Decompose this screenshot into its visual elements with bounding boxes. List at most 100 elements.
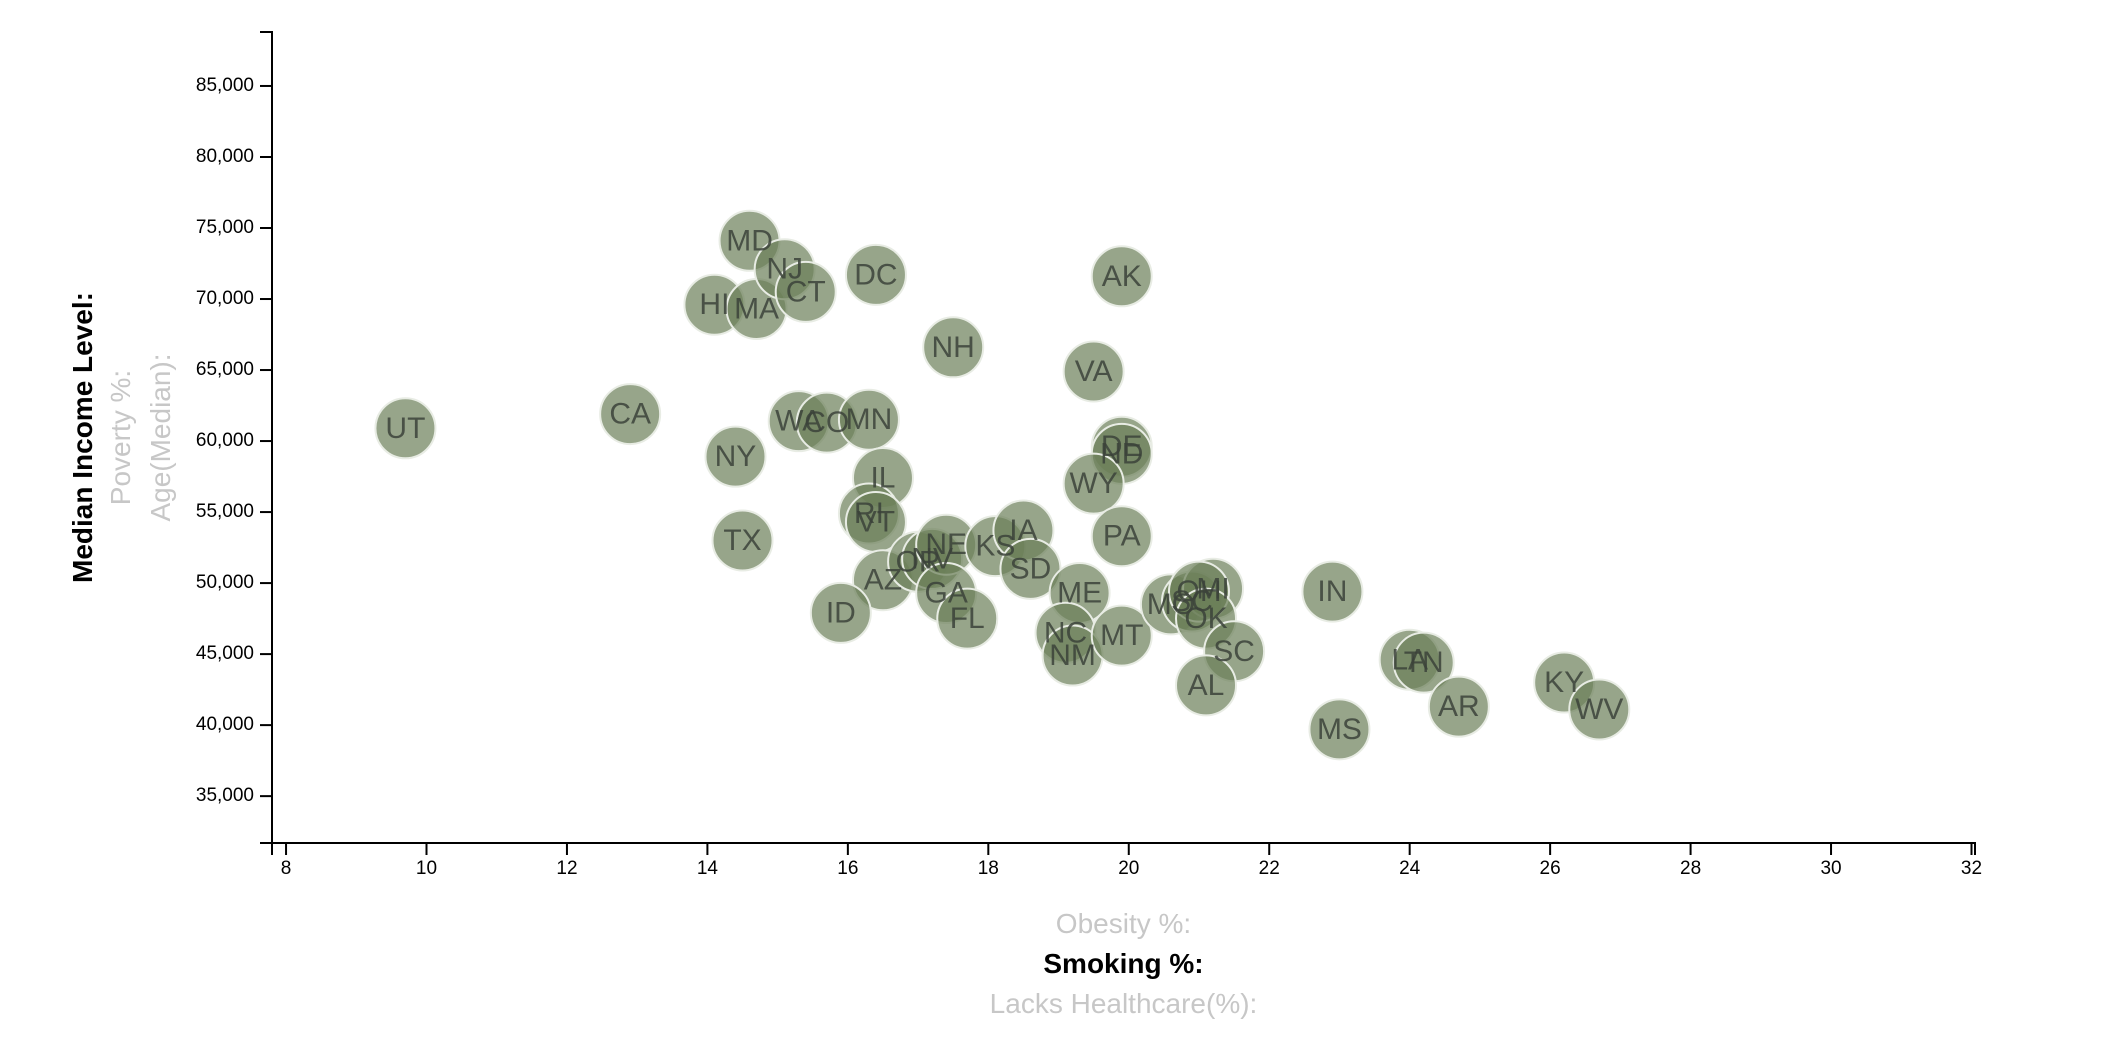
data-point-wy[interactable] [1062, 452, 1125, 515]
point-label-la: LA [1391, 643, 1428, 676]
point-label-id: ID [826, 596, 856, 629]
x-axis-titles: Obesity %: Smoking %: Lacks Healthcare(%): [990, 908, 1258, 1019]
y-tick-label: 60,000 [196, 430, 254, 451]
x-axis-line [271, 842, 1976, 855]
y-tick-label: 70,000 [196, 288, 254, 309]
point-label-va: VA [1075, 355, 1113, 388]
point-label-ny: NY [715, 440, 757, 473]
x-tick-label: 16 [837, 858, 858, 879]
y-tick-label: 35,000 [196, 785, 254, 806]
point-label-az: AZ [864, 564, 902, 597]
data-point-ak[interactable] [1090, 245, 1153, 308]
point-label-wv: WV [1575, 693, 1623, 726]
x-tick-label: 10 [416, 858, 437, 879]
point-label-oh: OH [1176, 575, 1221, 608]
y-axis-titles: Median Income Level: Poverty %: Age(Median… [67, 292, 176, 583]
point-label-ak: AK [1102, 260, 1142, 293]
point-label-ar: AR [1438, 690, 1480, 723]
point-label-hi: HI [699, 288, 729, 321]
y-tick-label: 40,000 [196, 714, 254, 735]
data-point-dc[interactable] [844, 243, 907, 306]
x-tick-label: 28 [1680, 858, 1701, 879]
point-label-sc: SC [1213, 635, 1255, 668]
point-label-pa: PA [1103, 520, 1141, 553]
y-tick-label: 55,000 [196, 501, 254, 522]
data-point-al[interactable] [1175, 654, 1238, 717]
x-axis-title-0[interactable]: Obesity %: [1056, 908, 1191, 939]
point-label-ri: RI [854, 497, 884, 530]
x-tick-label: 20 [1118, 858, 1139, 879]
y-tick-label: 75,000 [196, 217, 254, 238]
point-label-tn: TN [1404, 646, 1444, 679]
point-label-ia: IA [1009, 514, 1037, 547]
y-axis-title-2[interactable]: Age(Median): [145, 353, 176, 521]
point-label-or: OR [896, 545, 941, 578]
data-point-id[interactable] [809, 581, 872, 644]
data-point-mt[interactable] [1090, 604, 1153, 667]
x-tick-label: 24 [1399, 858, 1421, 879]
point-label-ms: MS [1317, 713, 1362, 746]
data-point-ut[interactable] [374, 397, 437, 460]
y-tick-label: 65,000 [196, 359, 254, 380]
data-point-nh[interactable] [922, 316, 985, 379]
x-tick-label: 26 [1540, 858, 1561, 879]
point-label-nv: NV [911, 542, 953, 575]
data-point-ca[interactable] [599, 383, 662, 446]
x-axis-title-1[interactable]: Smoking %: [1043, 948, 1203, 979]
point-label-ca: CA [609, 398, 651, 431]
data-point-in[interactable] [1301, 560, 1364, 623]
point-label-ne: NE [925, 528, 967, 561]
y-tick-label: 50,000 [196, 572, 254, 593]
point-label-nd: ND [1100, 437, 1143, 470]
point-label-mo: MO [1147, 588, 1195, 621]
point-label-ga: GA [924, 577, 967, 610]
y-axis-title-0[interactable]: Median Income Level: [67, 292, 98, 583]
x-tick-label: 30 [1820, 858, 1841, 879]
point-label-tx: TX [723, 524, 761, 557]
point-label-ks: KS [975, 530, 1015, 563]
point-label-sc: SC [1171, 585, 1213, 618]
point-label-nm: NM [1049, 639, 1096, 672]
data-point-tn[interactable] [1392, 631, 1455, 694]
data-point-pa[interactable] [1090, 505, 1153, 568]
data-point-mn[interactable] [837, 388, 900, 451]
data-point-fl[interactable] [936, 587, 999, 650]
point-label-co: CO [804, 406, 849, 439]
x-tick-label: 8 [281, 858, 292, 879]
point-label-in: IN [1317, 575, 1347, 608]
data-point-ny[interactable] [704, 425, 767, 488]
x-axis-title-2[interactable]: Lacks Healthcare(%): [990, 988, 1258, 1019]
point-label-mt: MT [1100, 619, 1143, 652]
x-tick-label: 22 [1259, 858, 1280, 879]
point-label-ma: MA [734, 292, 779, 325]
data-point-ar[interactable] [1427, 675, 1490, 738]
y-tick-label: 80,000 [196, 146, 254, 167]
data-point-wv[interactable] [1568, 678, 1631, 741]
x-tick-label: 12 [556, 858, 577, 879]
point-label-de: DE [1101, 430, 1143, 463]
x-tick-label: 14 [697, 858, 719, 879]
point-label-md: MD [726, 224, 773, 257]
data-point-ms[interactable] [1308, 698, 1371, 761]
point-label-ok: OK [1184, 602, 1227, 635]
point-label-al: AL [1188, 669, 1225, 702]
point-label-ky: KY [1544, 666, 1584, 699]
data-point-ct[interactable] [774, 260, 837, 323]
data-point-tx[interactable] [711, 509, 774, 572]
x-tick-label: 18 [978, 858, 999, 879]
point-label-mn: MN [846, 403, 893, 436]
x-axis: 8 10 12 14 16 18 20 22 24 26 28 30 32 [271, 842, 1982, 879]
y-axis-title-1[interactable]: Poverty %: [105, 370, 136, 505]
data-point-va[interactable] [1062, 340, 1125, 403]
point-label-ut: UT [385, 412, 425, 445]
point-label-wy: WY [1069, 467, 1117, 500]
point-label-wa: WA [775, 405, 822, 438]
y-tick-label: 45,000 [196, 643, 254, 664]
point-label-nj: NJ [766, 253, 803, 286]
point-label-il: IL [870, 461, 895, 494]
point-label-dc: DC [854, 258, 897, 291]
point-label-fl: FL [950, 602, 985, 635]
point-label-nh: NH [932, 331, 975, 364]
